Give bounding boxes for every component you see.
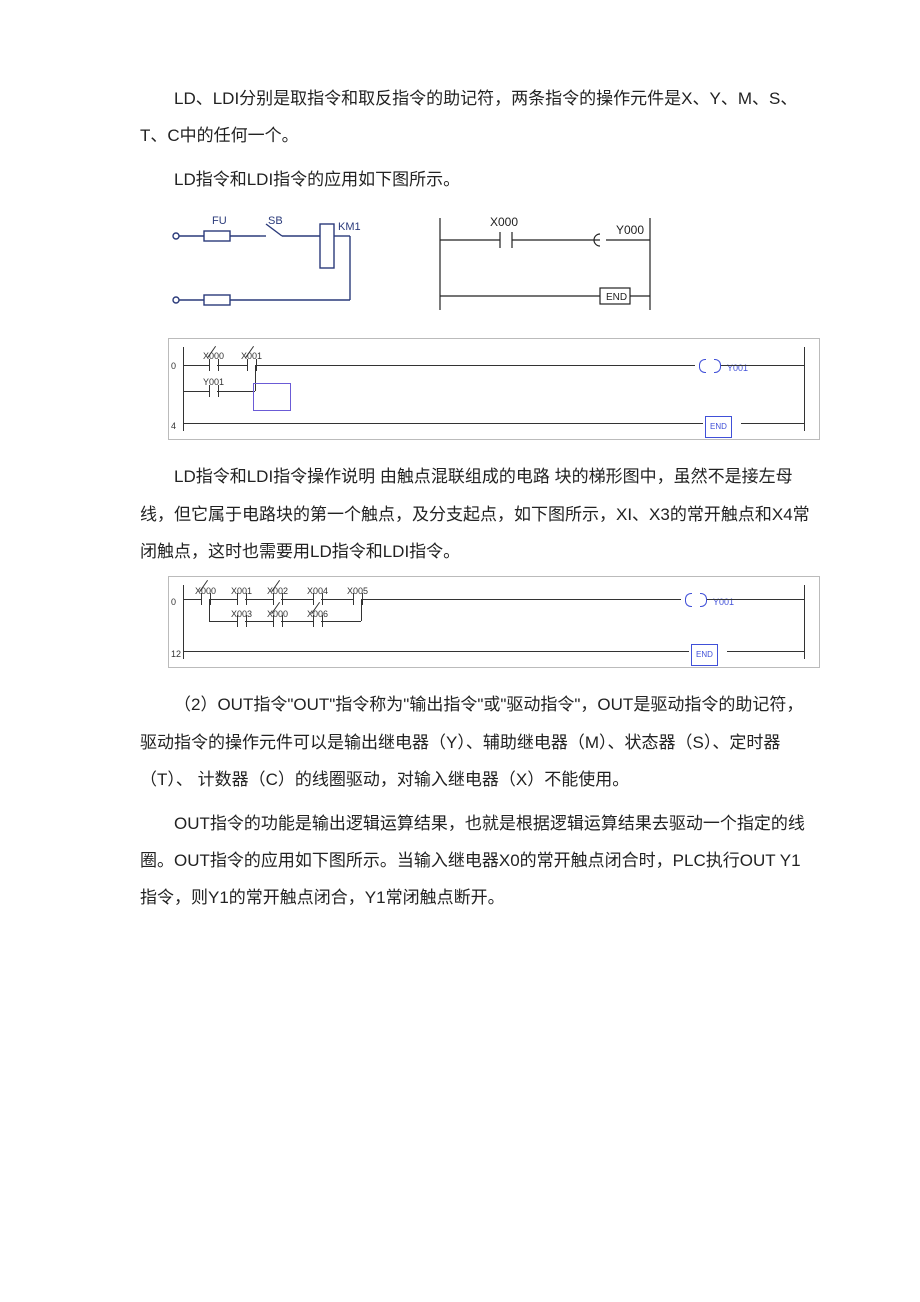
l1-x000: X000: [203, 347, 224, 367]
label-end: END: [606, 292, 627, 303]
paragraph-4: （2）OUT指令"OUT"指令称为"输出指令"或"驱动指令"，OUT是驱动指令的…: [140, 686, 820, 798]
l1-x001: X001: [241, 347, 262, 367]
l1-y001: Y001: [203, 373, 224, 393]
paragraph-2: LD指令和LDI指令的应用如下图所示。: [140, 161, 820, 198]
l2-step-12: 12: [171, 645, 181, 665]
ladder-screenshot-1: 0 4 X000 X001 Y001 Y001 END: [168, 338, 820, 440]
label-x000: X000: [490, 215, 518, 229]
l1-coil-y001: Y001: [727, 359, 748, 379]
l2-coil: Y001: [713, 593, 734, 613]
l2-step-0: 0: [171, 593, 176, 613]
step-0: 0: [171, 357, 176, 377]
paragraph-3: LD指令和LDI指令操作说明 由触点混联组成的电路 块的梯形图中，虽然不是接左母…: [140, 458, 820, 570]
figure-1: FU SB KM1 X000 Y000 END: [170, 210, 820, 320]
label-sb: SB: [268, 215, 283, 227]
label-y000: Y000: [616, 223, 644, 237]
l1-end: END: [705, 416, 732, 438]
l2-end: END: [691, 644, 718, 666]
paragraph-5: OUT指令的功能是输出逻辑运算结果，也就是根据逻辑运算结果去驱动一个指定的线圈。…: [140, 805, 820, 917]
step-4: 4: [171, 417, 176, 437]
figure-1-ladder: X000 Y000 END: [430, 210, 660, 320]
label-km1: KM1: [338, 221, 361, 233]
paragraph-1: LD、LDI分别是取指令和取反指令的助记符，两条指令的操作元件是X、Y、M、S、…: [140, 80, 820, 155]
ladder-screenshot-2: 0 12 X000 X001 X002 X004 X005 Y001 X003 …: [168, 576, 820, 668]
selection-box: [253, 383, 291, 411]
figure-1-circuit: FU SB KM1: [170, 210, 390, 320]
label-fu: FU: [212, 215, 227, 227]
